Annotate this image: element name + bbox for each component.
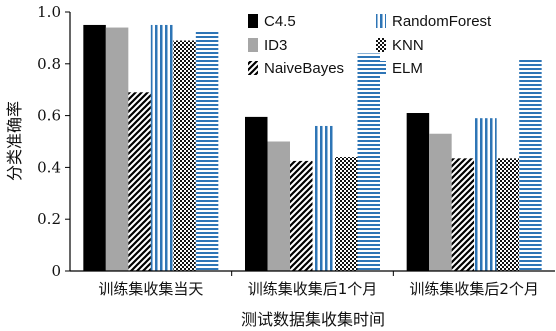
legend-swatch-naivebayes bbox=[248, 61, 258, 75]
x-tick-label: 训练集收集当天 bbox=[98, 280, 203, 298]
bar-id3-3 bbox=[429, 133, 452, 271]
legend-label-knn: KNN bbox=[392, 37, 424, 54]
y-tick-label: 0 bbox=[51, 262, 61, 280]
legend-swatch-knn bbox=[376, 38, 386, 52]
y-tick-label: 0.2 bbox=[37, 210, 61, 228]
legend-swatch-c4-5 bbox=[248, 14, 258, 28]
bar-id3-1 bbox=[105, 27, 129, 271]
x-tick-label: 训练集收集后1个月 bbox=[248, 280, 378, 298]
legend-swatch-id3 bbox=[248, 38, 258, 52]
y-tick-label: 0.8 bbox=[37, 55, 61, 73]
bar-knn-1 bbox=[173, 40, 196, 271]
legend-label-c4-5: C4.5 bbox=[264, 13, 296, 30]
y-tick-label: 0.6 bbox=[37, 107, 61, 125]
x-tick-label: 训练集收集后2个月 bbox=[409, 280, 539, 298]
axes-layer: 0 0.2 0.4 0.6 0.8 1.0 训练集收集当天 训练集收集后1个月 训练集收集后2个… bbox=[37, 3, 555, 298]
bar-knn-3 bbox=[496, 158, 520, 271]
bars-layer bbox=[83, 24, 542, 272]
bar-naivebayes-1 bbox=[128, 92, 151, 271]
bar-elm-2 bbox=[357, 53, 380, 271]
bar-c4-5-2 bbox=[245, 116, 268, 272]
legend: C4.5 ID3 NaiveBayes RandomForest KNN ELM bbox=[248, 13, 492, 77]
x-axis-label: 测试数据集收集时间 bbox=[241, 310, 385, 329]
bar-naivebayes-3 bbox=[451, 158, 475, 271]
y-axis-label: 分类准确率 bbox=[5, 101, 24, 181]
legend-label-elm: ELM bbox=[392, 60, 423, 77]
legend-label-naivebayes: NaiveBayes bbox=[264, 60, 344, 77]
bar-randomforest-2 bbox=[312, 125, 335, 272]
bar-randomforest-3 bbox=[474, 118, 497, 271]
legend-swatch-elm bbox=[376, 61, 386, 75]
legend-swatch-randomforest bbox=[376, 14, 386, 28]
bar-c4-5-1 bbox=[83, 24, 106, 272]
y-tick-label: 0.4 bbox=[37, 158, 61, 176]
legend-label-id3: ID3 bbox=[264, 37, 287, 54]
bar-knn-2 bbox=[335, 157, 358, 271]
bar-randomforest-1 bbox=[150, 24, 174, 272]
bar-id3-2 bbox=[267, 141, 290, 271]
bar-elm-1 bbox=[195, 30, 219, 271]
bar-c4-5-3 bbox=[406, 113, 430, 271]
legend-label-randomforest: RandomForest bbox=[392, 13, 492, 30]
y-tick-label: 1.0 bbox=[37, 3, 61, 21]
bar-naivebayes-2 bbox=[290, 160, 313, 271]
bar-elm-3 bbox=[519, 58, 542, 272]
